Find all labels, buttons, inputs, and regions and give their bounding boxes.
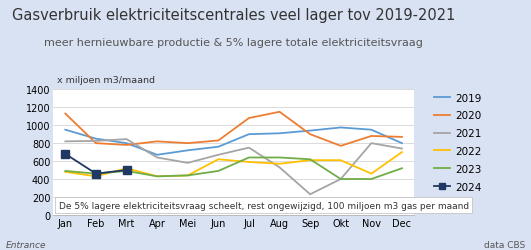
Text: Entrance: Entrance: [5, 240, 46, 249]
Text: x miljoen m3/maand: x miljoen m3/maand: [57, 76, 155, 85]
Text: data CBS: data CBS: [484, 240, 526, 249]
Text: Gasverbruik elektriciteitscentrales veel lager tov 2019-2021: Gasverbruik elektriciteitscentrales veel…: [12, 8, 455, 22]
Text: De 5% lagere elektriciteitsvraag scheelt, rest ongewijzigd, 100 miljoen m3 gas p: De 5% lagere elektriciteitsvraag scheelt…: [58, 201, 469, 210]
Text: meer hernieuwbare productie & 5% lagere totale elektriciteitsvraag: meer hernieuwbare productie & 5% lagere …: [44, 38, 423, 48]
Legend: 2019, 2020, 2021, 2022, 2023, 2024: 2019, 2020, 2021, 2022, 2023, 2024: [430, 89, 486, 196]
